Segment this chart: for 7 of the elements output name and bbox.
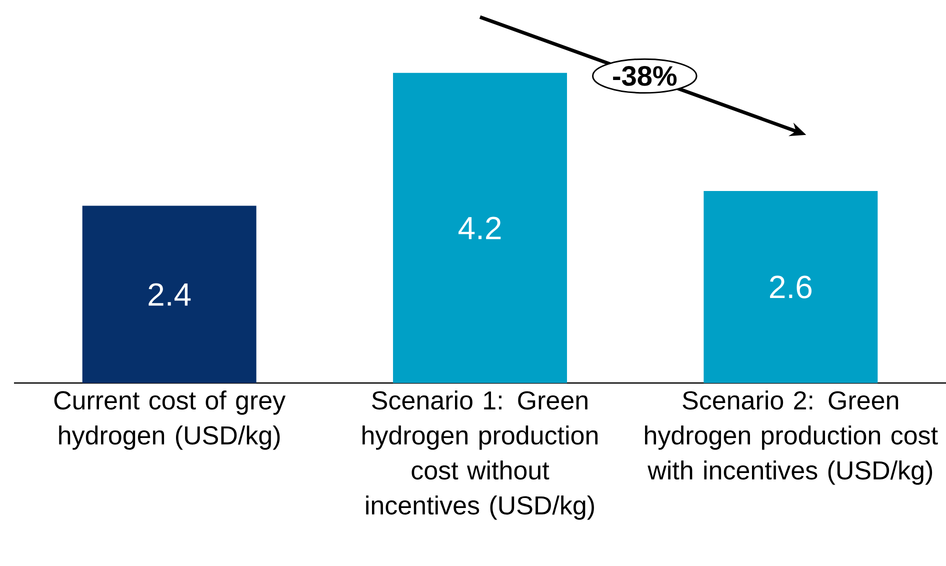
data-label: 2.6 — [770, 276, 812, 298]
x-tick-label: Current cost of grey hydrogen (USD/kg) — [54, 390, 286, 450]
annotation: -38% — [613, 66, 677, 86]
x-tick-label: Scenario 1: Green hydrogen production cost without incentives (USD/kg) — [362, 390, 598, 520]
data-label: 4.2 — [458, 216, 501, 240]
x-tick-label: Scenario 2: Green hydrogen production cost with incentives (USD/kg) — [645, 390, 938, 485]
data-label: 2.4 — [148, 283, 191, 306]
